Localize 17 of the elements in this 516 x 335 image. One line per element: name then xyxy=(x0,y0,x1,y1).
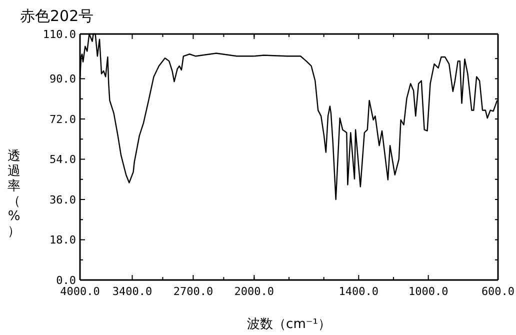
y-tick-label: 110.0 xyxy=(42,28,76,41)
x-tick-label: 2000.0 xyxy=(234,285,274,298)
y-tick-label: 54.0 xyxy=(50,153,76,166)
y-tick-label: 18.0 xyxy=(50,234,76,247)
y-axis-title: 透過率（%） xyxy=(8,149,20,239)
chart-title: 赤色202号 xyxy=(20,7,94,25)
y-tick-label: 72.0 xyxy=(50,112,76,126)
x-tick-label: 1000.0 xyxy=(408,285,448,298)
y-tick-label: 0.0 xyxy=(56,274,76,287)
x-tick-label: 4000.0 xyxy=(60,285,100,298)
x-tick-label: 1400.0 xyxy=(338,285,379,298)
x-tick-label: 3400.0 xyxy=(112,285,152,298)
x-tick-label: 600.0 xyxy=(481,285,515,298)
y-tick-label: 36.0 xyxy=(50,193,76,206)
y-tick-label: 90.0 xyxy=(50,72,76,86)
x-axis-title: 波数（cm⁻¹） xyxy=(247,317,331,332)
x-tick-label: 2700.0 xyxy=(173,285,214,298)
